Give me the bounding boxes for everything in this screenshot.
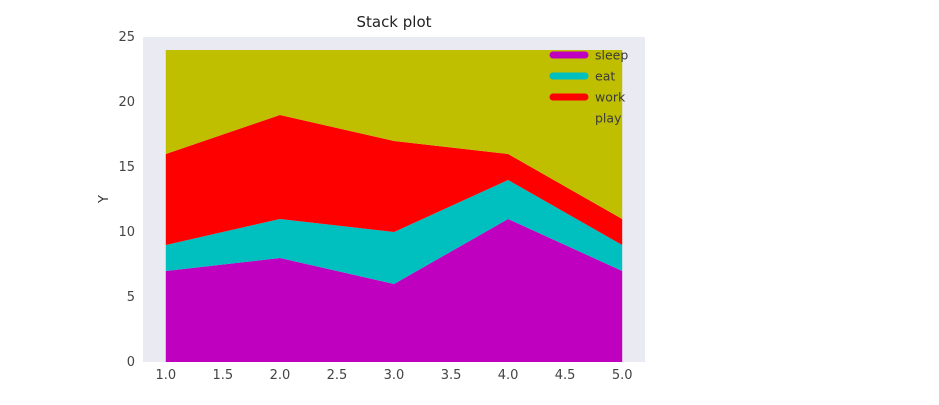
legend-label-eat: eat [595, 69, 615, 84]
x-tick-label: 1.5 [213, 368, 234, 383]
legend-label-sleep: sleep [595, 48, 628, 63]
y-tick-label: 0 [127, 355, 135, 370]
y-axis-label: Y [97, 195, 112, 204]
legend-label-work: work [595, 90, 626, 105]
x-tick-label: 4.0 [498, 368, 519, 383]
area-work [165, 115, 623, 245]
x-tick-label: 5.0 [612, 368, 633, 383]
legend: sleep eat work play [549, 48, 628, 126]
x-tick-labels: 1.0 1.5 2.0 2.5 3.0 3.5 4.0 4.5 5.0 [155, 368, 632, 383]
y-tick-label: 10 [118, 225, 135, 240]
x-tick-label: 2.0 [270, 368, 291, 383]
y-tick-label: 5 [127, 290, 135, 305]
legend-label-play: play [595, 111, 622, 126]
area-play [165, 50, 623, 219]
x-tick-label: 4.5 [555, 368, 576, 383]
y-tick-label: 20 [118, 95, 135, 110]
x-tick-label: 1.0 [155, 368, 176, 383]
area-layer [165, 50, 623, 362]
x-tick-label: 2.5 [327, 368, 348, 383]
y-tick-label: 15 [118, 160, 135, 175]
area-sleep [165, 219, 623, 362]
y-tick-label: 25 [118, 30, 135, 45]
x-tick-label: 3.0 [384, 368, 405, 383]
chart-title: Stack plot [356, 13, 431, 31]
y-tick-labels: 0 5 10 15 20 25 [118, 30, 135, 370]
x-tick-label: 3.5 [441, 368, 462, 383]
